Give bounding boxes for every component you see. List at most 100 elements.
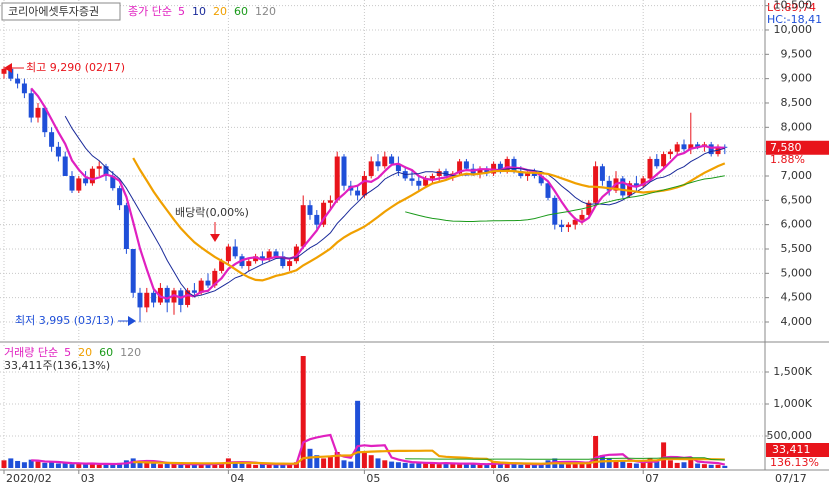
volume-bar bbox=[559, 462, 565, 468]
volume-bar bbox=[511, 464, 517, 468]
volume-bar bbox=[219, 462, 225, 468]
volume-bar bbox=[368, 455, 374, 468]
volume-bar bbox=[565, 464, 571, 468]
volume-bar bbox=[681, 462, 687, 468]
volume-bar bbox=[457, 464, 463, 468]
hc-label: HC:-18,41 bbox=[767, 13, 822, 26]
candle-body bbox=[35, 107, 41, 118]
volume-bar bbox=[361, 452, 367, 468]
y-tick-label: 4,000 bbox=[781, 315, 813, 328]
candle-body bbox=[83, 178, 89, 184]
y-tick-label: 8,000 bbox=[781, 120, 813, 133]
volume-bar bbox=[35, 461, 41, 468]
moving-average bbox=[133, 449, 725, 465]
volume-change-label: 136.13% bbox=[770, 456, 819, 469]
volume-bar bbox=[103, 464, 109, 468]
moving-average bbox=[132, 157, 726, 282]
candle-body bbox=[42, 107, 48, 133]
volume-bar bbox=[55, 463, 61, 468]
candle-body bbox=[531, 173, 537, 176]
candle-body bbox=[55, 146, 61, 157]
y-tick-label: 5,500 bbox=[781, 242, 813, 255]
candle-body bbox=[620, 178, 626, 196]
candle-body bbox=[198, 280, 204, 293]
volume-bar bbox=[654, 461, 660, 468]
y-tick-label: 9,500 bbox=[781, 47, 813, 60]
candle-body bbox=[606, 180, 612, 191]
candle-body bbox=[8, 68, 14, 79]
low-arrow bbox=[128, 316, 136, 326]
volume-bar bbox=[273, 464, 279, 468]
volume-bar bbox=[661, 442, 667, 468]
volume-bar bbox=[253, 464, 259, 468]
volume-bar bbox=[321, 458, 327, 468]
candle-body bbox=[538, 175, 544, 184]
title-box bbox=[1, 2, 121, 21]
y-tick-label: 500,000 bbox=[767, 429, 813, 442]
candle-body bbox=[599, 166, 605, 181]
lc-label: LC:89,74 bbox=[767, 1, 816, 14]
volume-bar bbox=[450, 463, 456, 468]
volume-bar bbox=[334, 452, 340, 468]
candle-body bbox=[164, 287, 170, 303]
y-tick-label: 7,000 bbox=[781, 169, 813, 182]
volume-bar bbox=[348, 461, 354, 468]
volume-bar bbox=[375, 458, 381, 468]
volume-bar bbox=[341, 460, 347, 468]
candle-body bbox=[185, 290, 191, 305]
moving-average bbox=[405, 175, 725, 222]
x-tick-label: 05 bbox=[366, 472, 380, 485]
candle-body bbox=[647, 158, 653, 179]
y-tick-label: 9,000 bbox=[781, 72, 813, 85]
volume-bar bbox=[42, 462, 48, 468]
candle-body bbox=[457, 161, 463, 174]
candle-body bbox=[565, 224, 571, 228]
legend-entry: 5 bbox=[178, 5, 185, 18]
y-tick-label: 6,000 bbox=[781, 218, 813, 231]
candle-body bbox=[307, 205, 313, 215]
candle-body bbox=[661, 154, 667, 167]
volume-bar bbox=[579, 462, 585, 468]
volume-bar bbox=[327, 456, 333, 468]
candle-body bbox=[361, 175, 367, 196]
dividend-annotation: 배당락(0,00%) bbox=[175, 206, 249, 219]
legend-label: 종가 단순 bbox=[128, 5, 172, 18]
candle-body bbox=[62, 156, 68, 176]
volume-bar bbox=[191, 464, 197, 468]
x-tick-label: 03 bbox=[81, 472, 95, 485]
candle-body bbox=[477, 168, 483, 174]
candle-body bbox=[436, 171, 442, 176]
volume-bar bbox=[633, 463, 639, 468]
chart-title: 코리아에셋투자증권 bbox=[8, 5, 99, 18]
x-end-label: 07/17 bbox=[775, 472, 807, 485]
candle-body bbox=[681, 144, 687, 150]
y-tick-label: 5,000 bbox=[781, 266, 813, 279]
candle-body bbox=[695, 144, 701, 147]
candle-body bbox=[300, 205, 306, 247]
high-annotation: 최고 9,290 (02/17) bbox=[26, 61, 125, 74]
volume-bar bbox=[239, 463, 245, 468]
volume-bar bbox=[151, 463, 157, 468]
legend-entry: 20 bbox=[78, 346, 92, 359]
candle-body bbox=[416, 180, 422, 186]
y-tick-label: 1,500K bbox=[773, 365, 812, 378]
candle-body bbox=[246, 261, 252, 267]
volume-bar bbox=[49, 462, 55, 468]
volume-bar bbox=[463, 463, 469, 468]
candle-body bbox=[273, 251, 279, 257]
volume-bar bbox=[525, 464, 531, 468]
candle-body bbox=[633, 183, 639, 186]
candle-body bbox=[110, 175, 116, 189]
candle-body bbox=[341, 156, 347, 186]
volume-bar bbox=[497, 462, 503, 468]
volume-bar bbox=[606, 458, 612, 468]
volume-bar bbox=[157, 464, 163, 468]
volume-bar bbox=[491, 462, 497, 468]
volume-bar bbox=[647, 458, 653, 468]
volume-bar bbox=[640, 462, 646, 468]
volume-bar bbox=[382, 460, 388, 468]
x-tick-label: 06 bbox=[496, 472, 510, 485]
volume-bar bbox=[164, 463, 170, 468]
candle-body bbox=[219, 261, 225, 271]
